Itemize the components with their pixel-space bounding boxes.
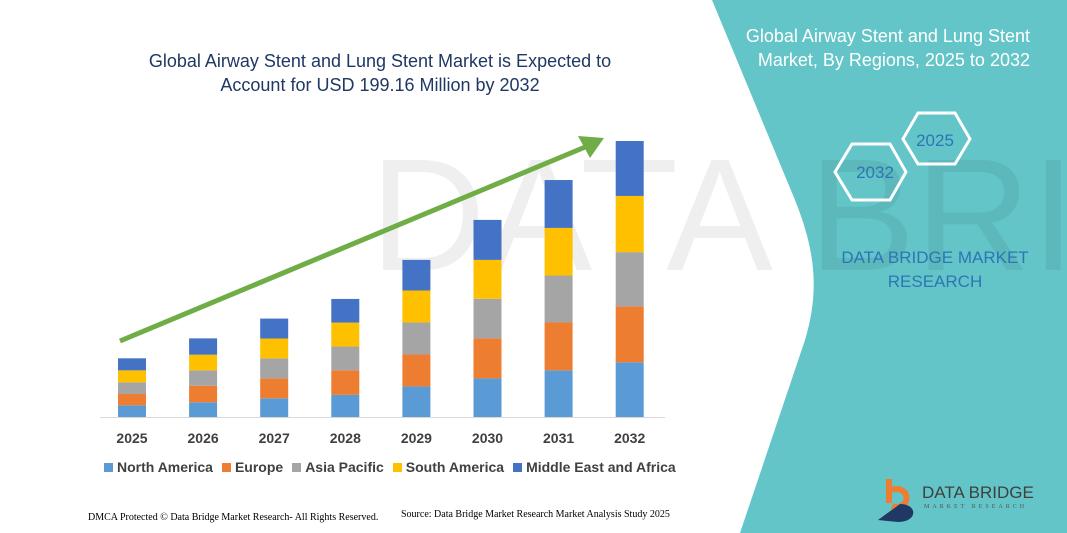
bar-segment-2029-middle-east-and-africa: [402, 259, 431, 291]
logo-icon: [878, 479, 914, 522]
legend-swatch: [292, 462, 302, 472]
bar-segment-2030-europe: [473, 338, 502, 379]
bar-segment-2027-asia-pacific: [260, 358, 289, 379]
hexagon-2025: [901, 111, 972, 166]
x-tick-label: 2026: [188, 430, 219, 446]
legend-label: Middle East and Africa: [526, 459, 676, 475]
x-tick-label: 2029: [401, 430, 432, 446]
bar-segment-2029-south-america: [402, 290, 431, 323]
bar-segment-2027-middle-east-and-africa: [260, 318, 289, 339]
bar-segment-2028-middle-east-and-africa: [331, 298, 360, 323]
trend-arrow: [119, 142, 591, 344]
bar-segment-2028-south-america: [331, 322, 360, 347]
legend-label: South America: [405, 459, 505, 475]
copyright-text: DMCA Protected © Data Bridge Market Rese…: [88, 512, 379, 523]
side-panel-title: Global Airway Stent and Lung Stent Marke…: [745, 26, 1030, 70]
legend-item-middle-east-africa: Middle East and Africa: [513, 459, 676, 475]
legend: North America Europe Asia Pacific South …: [104, 459, 676, 475]
bar-segment-2029-north-america: [402, 386, 431, 417]
stacked-bar-chart: 2025 2026 2027 2028 2029 2030 2031 2032: [100, 136, 665, 446]
legend-label: Europe: [234, 459, 284, 475]
legend-label: Asia Pacific: [305, 459, 384, 475]
source-text: Source: Data Bridge Market Research Mark…: [401, 509, 670, 520]
bar-segment-2027-south-america: [260, 338, 289, 359]
legend-swatch: [392, 462, 402, 472]
bar-segment-2025-north-america: [118, 405, 146, 417]
legend-swatch: [104, 462, 113, 472]
bar-segment-2032-europe: [615, 306, 644, 363]
bar-segment-2026-south-america: [189, 354, 218, 371]
legend-item-north-america: North America: [104, 459, 213, 475]
bar-segment-2028-europe: [331, 370, 360, 395]
legend-swatch: [513, 462, 523, 472]
chart-title: Global Airway Stent and Lung Stent Marke…: [148, 51, 612, 95]
hexagon-2032: [833, 142, 908, 202]
bar-segment-2032-north-america: [615, 362, 644, 417]
bar-segment-2025-asia-pacific: [118, 382, 146, 395]
bar-segment-2030-asia-pacific: [473, 298, 502, 339]
trend-arrow-head: [578, 136, 604, 158]
logo-name: DATA BRIDGE: [922, 483, 1034, 502]
legend-item-europe: Europe: [221, 459, 284, 475]
bar-segment-2026-middle-east-and-africa: [189, 338, 218, 355]
bar-segment-2028-asia-pacific: [331, 346, 360, 371]
bar-segment-2031-asia-pacific: [544, 275, 573, 323]
bar-segment-2032-asia-pacific: [615, 252, 644, 307]
bar-segment-2025-south-america: [118, 370, 146, 383]
bar-segment-2032-middle-east-and-africa: [615, 141, 644, 196]
bar-segment-2031-europe: [544, 322, 573, 371]
bar-segment-2025-europe: [118, 394, 146, 406]
bar-segment-2030-north-america: [473, 378, 502, 417]
bar-segment-2031-south-america: [544, 227, 573, 276]
bar-segment-2029-europe: [402, 354, 431, 387]
bar-segment-2032-south-america: [615, 195, 644, 253]
bar-segment-2027-north-america: [260, 398, 289, 417]
bar-segment-2031-north-america: [544, 370, 573, 417]
hex-label-2025: 2025: [916, 131, 954, 150]
bar-segment-2026-europe: [189, 385, 218, 403]
x-tick-label: 2025: [116, 430, 147, 446]
x-tick-label: 2027: [259, 430, 290, 446]
x-tick-label: 2030: [472, 430, 503, 446]
logo-tagline: MARKET RESEARCH: [924, 504, 1028, 510]
legend-item-south-america: South America: [392, 459, 505, 475]
hex-label-2032: 2032: [856, 163, 894, 182]
side-panel-background: [712, 0, 1067, 533]
bar-segment-2030-middle-east-and-africa: [473, 219, 502, 260]
bar-segment-2030-south-america: [473, 259, 502, 299]
legend-swatch: [221, 462, 231, 472]
bar-segment-2025-middle-east-and-africa: [118, 358, 146, 371]
bar-segment-2026-north-america: [189, 402, 218, 417]
x-tick-label: 2031: [543, 430, 574, 446]
bar-segment-2027-europe: [260, 378, 289, 399]
x-tick-label: 2032: [614, 430, 645, 446]
bar-segment-2028-north-america: [331, 394, 360, 417]
legend-item-asia-pacific: Asia Pacific: [292, 459, 384, 475]
legend-label: North America: [117, 459, 213, 475]
x-tick-label: 2028: [330, 430, 361, 446]
bar-segment-2029-asia-pacific: [402, 322, 431, 355]
bar-segment-2031-middle-east-and-africa: [544, 180, 573, 228]
side-panel-brand: DATA BRIDGE MARKET RESEARCH: [841, 248, 1029, 291]
bar-segment-2026-asia-pacific: [189, 370, 218, 386]
